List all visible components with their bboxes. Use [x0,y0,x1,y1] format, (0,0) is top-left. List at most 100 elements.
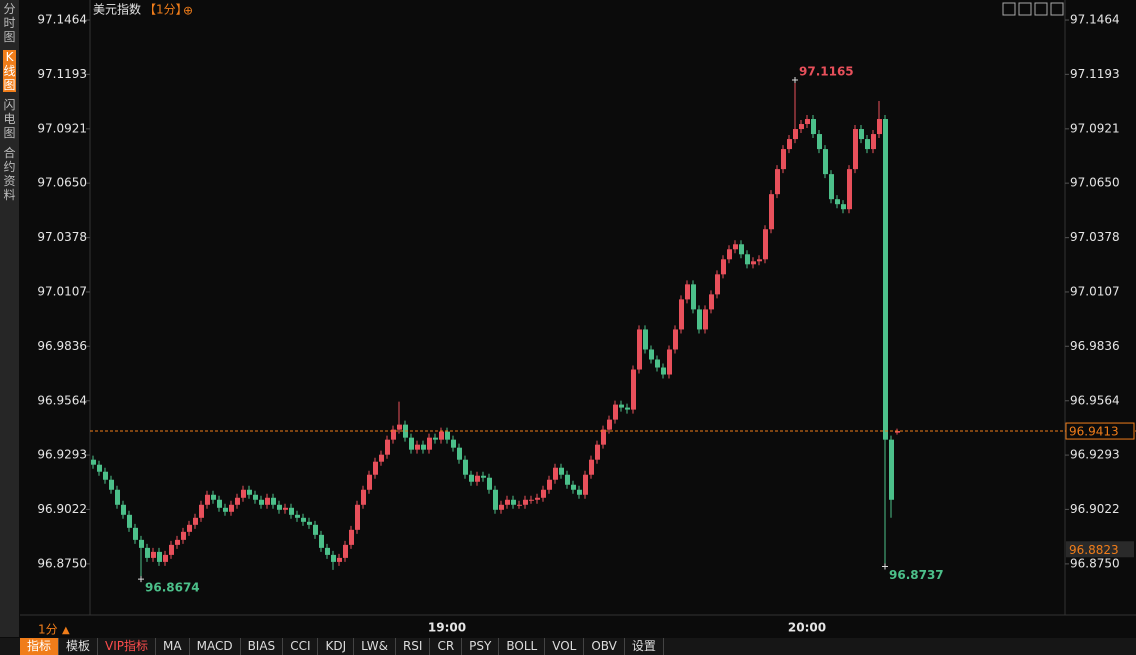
candle-body [619,404,624,408]
candle-body [559,467,564,475]
toolbar-button[interactable]: MA [156,638,190,655]
y2-tick-label: 97.1464 [1070,13,1120,27]
toolbar-button[interactable]: MACD [190,638,241,655]
candle-body [247,489,252,495]
candle-body [439,431,444,440]
candle-body [445,431,450,440]
candle-body [577,489,582,495]
y2-tick-label: 97.0650 [1070,176,1120,190]
extreme-label: 97.1165 [799,64,854,78]
y-tick-label: 96.9564 [37,393,87,407]
period-arrow[interactable]: ▲ [62,625,70,636]
candle-body [829,174,834,200]
toolbar-button[interactable]: 模板 [59,638,99,655]
candle-body [97,464,102,472]
y-tick-label: 97.0650 [37,176,87,190]
candle-body [451,439,456,448]
candle-body [631,369,636,410]
sidebar-tab[interactable]: K线图 [3,50,16,92]
candle-body [133,527,138,540]
candle-body [319,534,324,548]
candle-body [685,284,690,300]
candle-body [193,517,198,525]
candle-body [667,349,672,375]
candles [91,79,900,580]
candle-body [175,539,180,545]
toolbar-button[interactable]: CCI [283,638,319,655]
candle-body [367,474,372,490]
y-tick-label: 97.0921 [37,121,87,135]
period-button[interactable]: 1分 [38,623,58,637]
candle-body [145,547,150,558]
candle-body [277,504,282,510]
y-tick-label: 96.9022 [37,502,87,516]
candle-body [103,471,108,480]
extreme-label: 96.8674 [145,581,200,595]
toolbar-button[interactable]: 设置 [625,638,664,655]
candle-body [253,494,258,500]
candle-body [739,244,744,255]
candle-body [499,504,504,510]
candle-body [553,467,558,480]
y-tick-label: 96.9836 [37,339,87,353]
toolbar-button[interactable]: OBV [584,638,625,655]
sidebar-tab[interactable]: 分时图 [3,2,16,44]
candle-body [511,499,516,505]
candle-body [337,557,342,562]
candle-body [721,259,726,275]
candle-body [637,329,642,370]
toolbar-button[interactable]: VOL [545,638,585,655]
candle-body [691,284,696,310]
toolbar-button[interactable]: 指标 [20,638,60,655]
toolbar-button[interactable]: LW& [354,638,396,655]
candle-body [649,349,654,360]
add-icon[interactable]: ⊕ [183,4,193,18]
candle-body [217,499,222,508]
candle-body [643,329,648,350]
candle-body [259,499,264,505]
candle-body [745,254,750,265]
candle-body [289,507,294,515]
candle-body [325,547,330,555]
candle-body [205,494,210,505]
sidebar-tab[interactable]: 合约资料 [3,146,16,202]
candle-body [157,551,162,562]
toolbar-button[interactable]: VIP指标 [98,638,157,655]
toolbar-button[interactable]: RSI [396,638,431,655]
y2-tick-label: 97.1193 [1070,67,1120,81]
candle-body [331,554,336,562]
marker-price-tag-box [1066,541,1134,558]
candle-body [823,149,828,175]
y2-tick-label: 97.0921 [1070,121,1120,135]
y2-tick-label: 96.9022 [1070,502,1120,516]
candle-body [373,461,378,475]
y2-tick-label: 97.0378 [1070,230,1120,244]
toolbar-button[interactable]: BIAS [241,638,284,655]
candle-body [241,489,246,498]
chart-title: 美元指数 [93,2,141,17]
candle-body [763,229,768,260]
candle-body [307,521,312,525]
x-tick-label: 20:00 [788,621,826,635]
candle-body [127,514,132,528]
toolbar: 指标 模板 VIP指标 MA MACD BIAS CCI KDJ LW& RSI CR PSY BOLL… [0,638,1136,655]
candle-body [613,404,618,420]
extreme-marker [138,576,144,583]
candle-body [475,475,480,482]
candle-body [859,129,864,140]
candle-body [121,504,126,515]
candle-body [793,129,798,140]
candle-body [781,149,786,170]
candle-body [409,437,414,450]
candle-body [523,499,528,505]
candle-body [805,119,810,125]
candle-body [883,119,888,440]
candle-body [889,439,894,500]
candle-body [169,544,174,555]
toolbar-button[interactable]: CR [430,638,463,655]
toolbar-button[interactable]: BOLL [499,638,546,655]
sidebar-tab[interactable]: 闪电图 [3,98,16,140]
toolbar-button[interactable]: KDJ [318,638,355,655]
y2-tick-label: 96.9293 [1070,448,1120,462]
toolbar-button[interactable]: PSY [462,638,500,655]
